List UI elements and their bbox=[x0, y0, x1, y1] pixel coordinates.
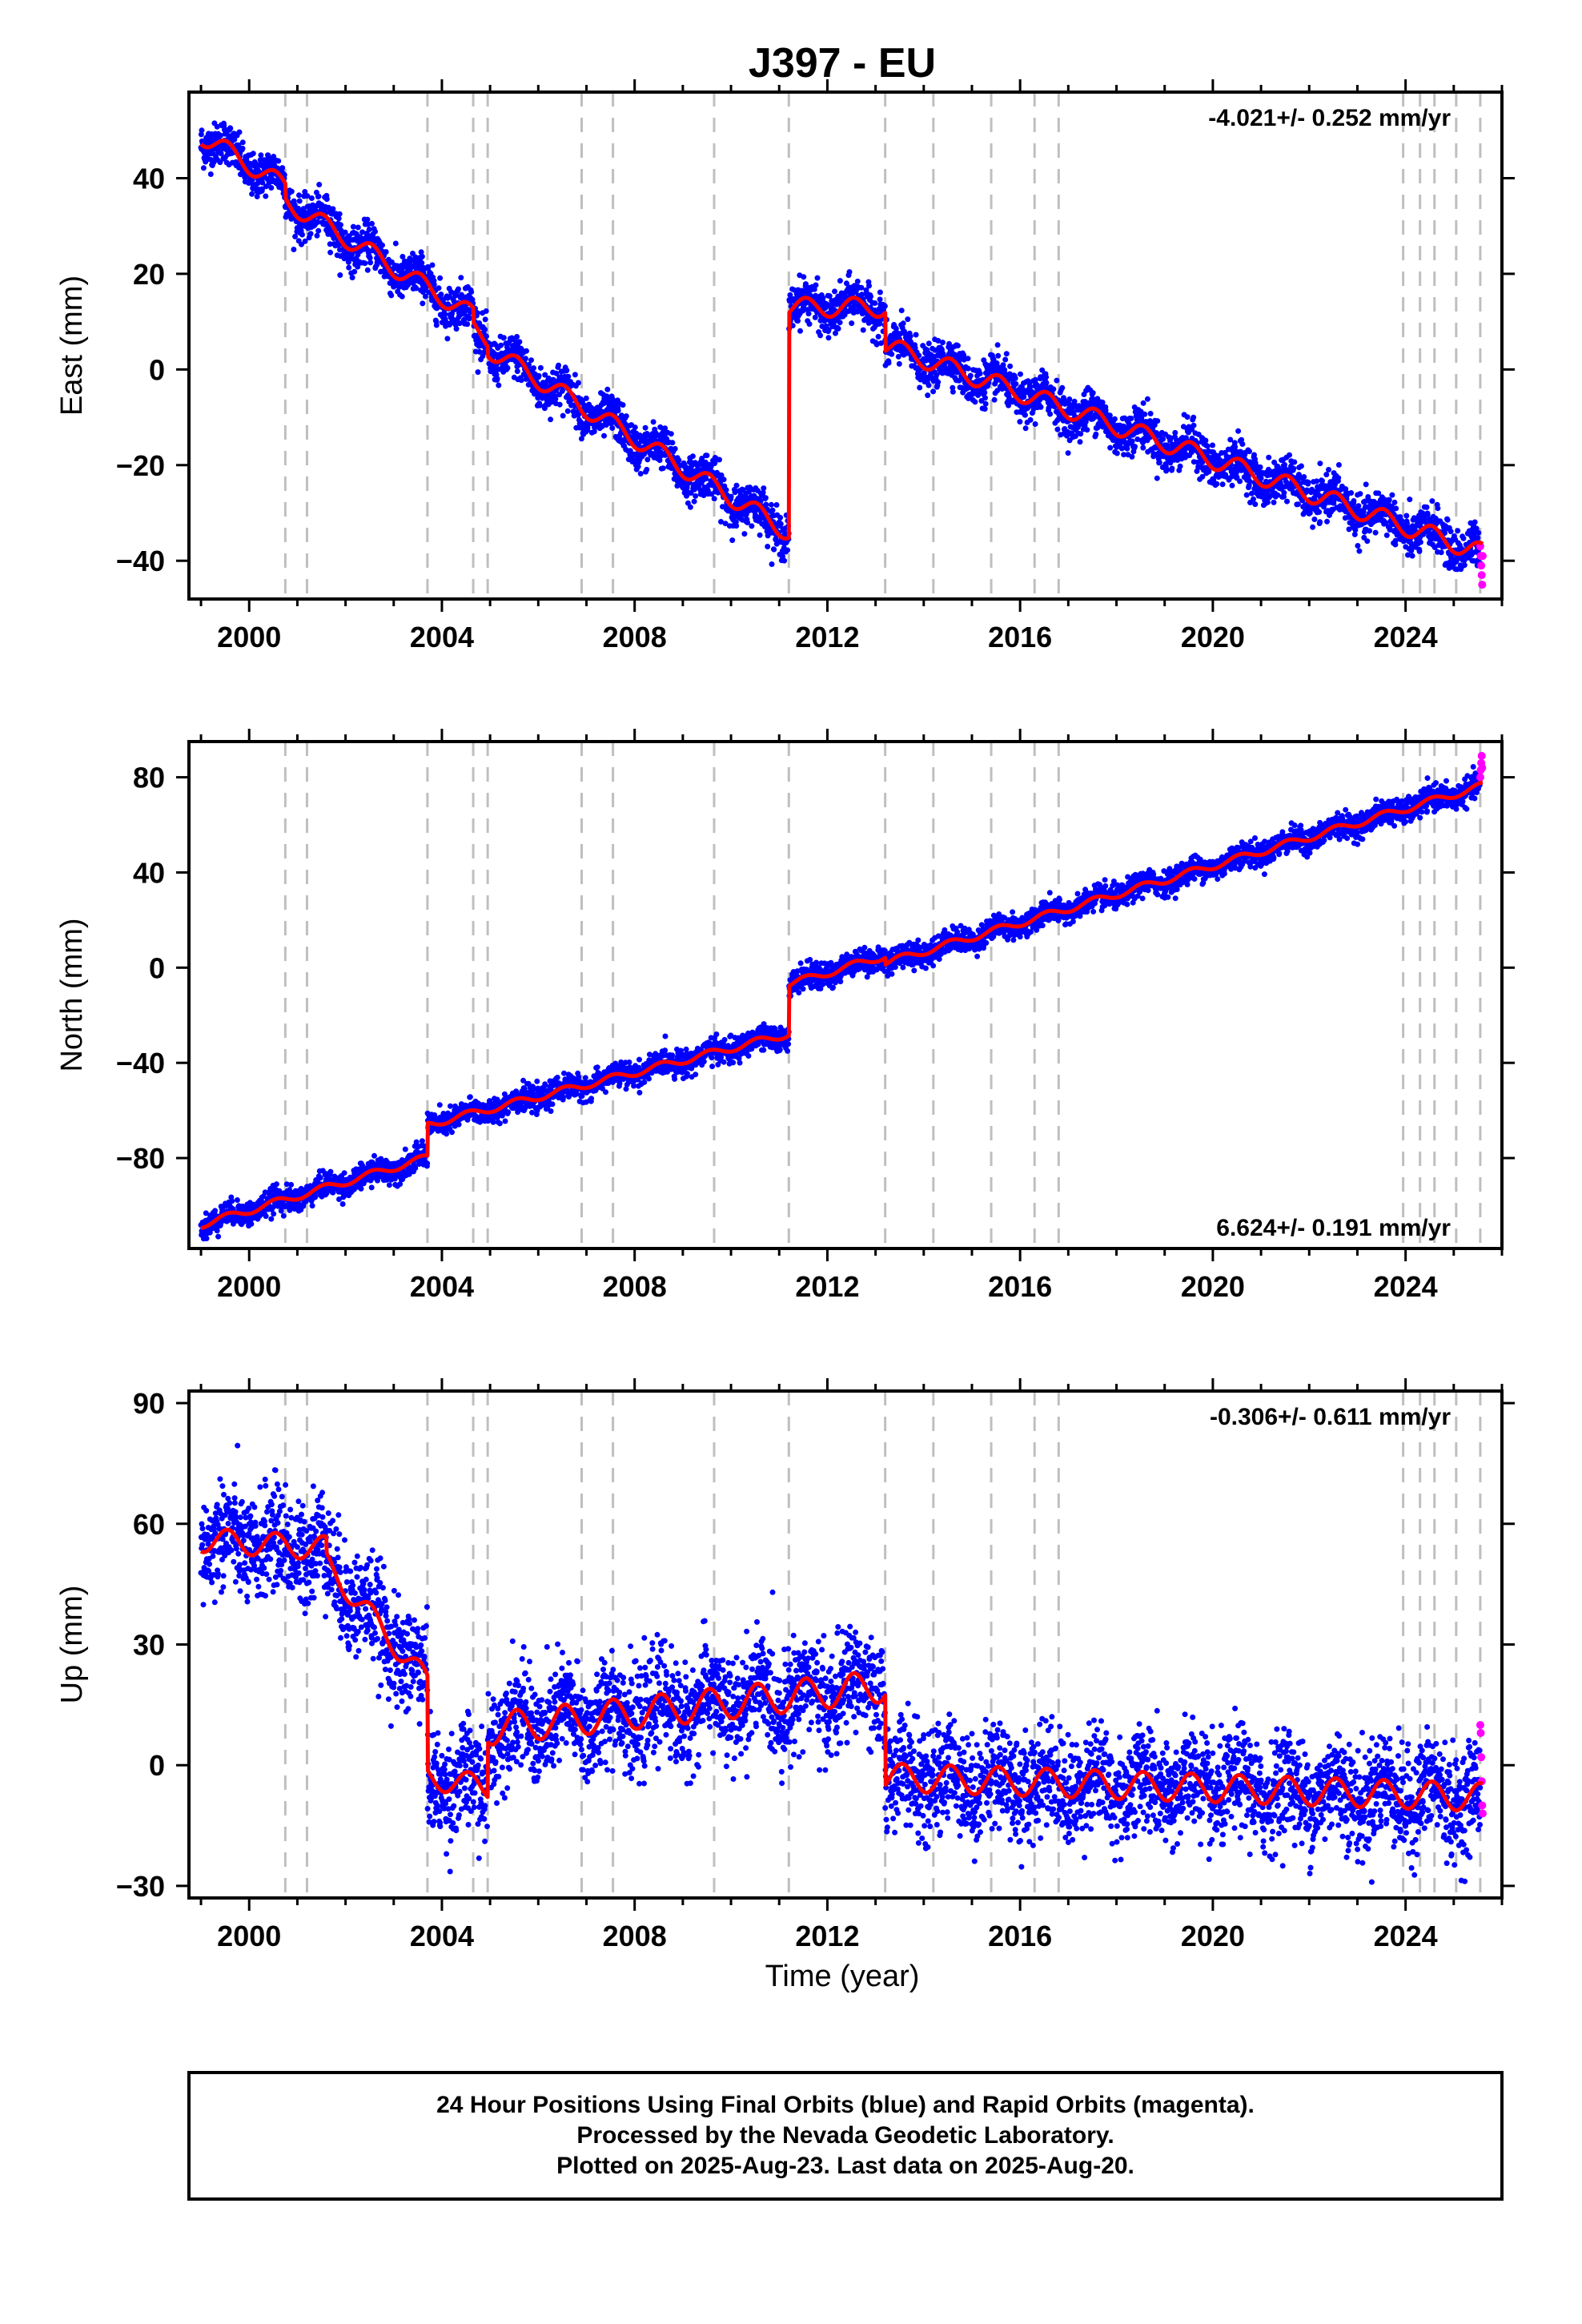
x-tick-label: 2016 bbox=[988, 621, 1052, 653]
rapid-orbit-point bbox=[1478, 1809, 1487, 1818]
north-panel: 2000 2004 2008 2012 2016 2020 2024 −80 −40 0 40 80 N… bbox=[55, 729, 1515, 1303]
velocity-label: 6.624+/- 0.191 mm/yr bbox=[1216, 1215, 1451, 1241]
x-tick-label: 2004 bbox=[410, 1270, 474, 1303]
y-tick-label: −40 bbox=[116, 1047, 165, 1080]
rapid-orbit-point bbox=[1476, 1720, 1484, 1729]
y-tick-label: 0 bbox=[149, 1749, 165, 1782]
y-tick-label: 40 bbox=[133, 856, 165, 889]
rapid-orbit-point bbox=[1477, 751, 1486, 760]
east-panel: 2000 2004 2008 2012 2016 2020 2024 −40 −20 0 20 40 E… bbox=[55, 79, 1515, 653]
x-tick-label: 2008 bbox=[603, 1920, 667, 1952]
x-tick-label: 2024 bbox=[1374, 1270, 1438, 1303]
y-axis-label: East (mm) bbox=[55, 275, 89, 416]
x-tick-label: 2024 bbox=[1374, 1920, 1438, 1952]
plot-area bbox=[198, 92, 1487, 599]
y-tick-label: 80 bbox=[133, 762, 165, 794]
rapid-orbit-point bbox=[1476, 773, 1484, 782]
figure-title: J397 - EU bbox=[749, 40, 936, 86]
rapid-orbit-point bbox=[1477, 561, 1486, 570]
final-orbit-points bbox=[198, 1442, 1484, 1885]
plot-area bbox=[198, 1391, 1487, 1898]
y-tick-label: −40 bbox=[116, 545, 165, 577]
x-tick-label: 2004 bbox=[410, 621, 474, 653]
x-tick-label: 2012 bbox=[795, 1920, 859, 1952]
rapid-orbit-point bbox=[1477, 1753, 1486, 1762]
x-tick-label: 2000 bbox=[217, 1270, 281, 1303]
footer-line-2: Processed by the Nevada Geodetic Laborat… bbox=[576, 2122, 1114, 2149]
rapid-orbit-point bbox=[1477, 571, 1486, 580]
x-tick-label: 2008 bbox=[603, 1270, 667, 1303]
plot-area bbox=[198, 742, 1487, 1248]
x-tick-label: 2000 bbox=[217, 621, 281, 653]
plot-frame bbox=[187, 90, 1504, 601]
x-tick-label: 2000 bbox=[217, 1920, 281, 1952]
x-tick-label: 2004 bbox=[410, 1920, 474, 1952]
x-tick-label: 2024 bbox=[1374, 621, 1438, 653]
model-line bbox=[199, 780, 1484, 1230]
x-tick-label: 2008 bbox=[603, 621, 667, 653]
final-orbit-scatter bbox=[198, 120, 1484, 573]
y-axis-label: Up (mm) bbox=[55, 1586, 89, 1704]
velocity-label: -0.306+/- 0.611 mm/yr bbox=[1210, 1404, 1451, 1430]
y-tick-label: 40 bbox=[133, 162, 165, 195]
final-orbit-points bbox=[198, 120, 1484, 573]
x-tick-label: 2016 bbox=[988, 1270, 1052, 1303]
x-tick-label: 2012 bbox=[795, 1270, 859, 1303]
rapid-orbit-point bbox=[1478, 581, 1487, 589]
final-orbit-scatter bbox=[198, 1442, 1484, 1885]
y-tick-label: −30 bbox=[116, 1870, 165, 1903]
y-axis-label: North (mm) bbox=[55, 918, 89, 1072]
x-tick-label: 2020 bbox=[1181, 1270, 1245, 1303]
y-tick-label: 90 bbox=[133, 1387, 165, 1420]
footer-line-1: 24 Hour Positions Using Final Orbits (bl… bbox=[436, 2092, 1255, 2118]
y-tick-label: 0 bbox=[149, 951, 165, 984]
x-tick-label: 2020 bbox=[1181, 1920, 1245, 1952]
y-tick-label: −20 bbox=[116, 449, 165, 482]
y-tick-label: 60 bbox=[133, 1508, 165, 1541]
model-line bbox=[199, 1527, 1484, 1813]
plot-frame bbox=[187, 740, 1504, 1250]
y-tick-label: 30 bbox=[133, 1629, 165, 1662]
footer-box bbox=[187, 2071, 1504, 2201]
y-tick-label: −80 bbox=[116, 1142, 165, 1175]
rapid-orbit-point bbox=[1478, 763, 1487, 772]
up-panel: 2000 2004 2008 2012 2016 2020 2024 −30 0 30 60 90 Up… bbox=[55, 1378, 1515, 1952]
velocity-label: -4.021+/- 0.252 mm/yr bbox=[1208, 105, 1451, 131]
x-tick-label: 2016 bbox=[988, 1920, 1052, 1952]
y-tick-label: 0 bbox=[149, 353, 165, 386]
rapid-orbit-point bbox=[1476, 1729, 1485, 1738]
model-line bbox=[199, 139, 1484, 557]
rapid-orbit-point bbox=[1478, 1801, 1487, 1810]
x-tick-label: 2020 bbox=[1181, 621, 1245, 653]
rapid-orbit-point bbox=[1478, 552, 1487, 561]
y-tick-label: 20 bbox=[133, 258, 165, 291]
x-axis-label: Time (year) bbox=[765, 1960, 920, 1993]
footer-line-3: Plotted on 2025-Aug-23. Last data on 202… bbox=[556, 2153, 1134, 2179]
x-tick-label: 2012 bbox=[795, 621, 859, 653]
